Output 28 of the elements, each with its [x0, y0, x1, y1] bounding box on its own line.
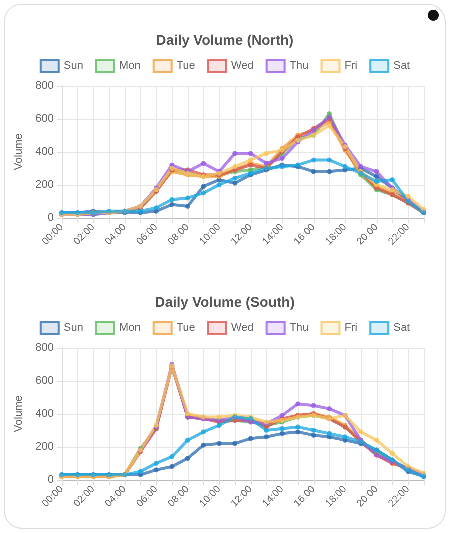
legend-label: Tue	[176, 322, 196, 334]
legend-label: Thu	[290, 322, 309, 334]
y-tick-label: 600	[36, 375, 54, 387]
chart-title: Daily Volume (South)	[155, 294, 295, 310]
legend-label: Wed	[231, 60, 254, 72]
y-tick-label: 400	[36, 146, 54, 158]
legend-label: Fri	[344, 322, 358, 334]
legend-label: Sun	[64, 322, 84, 334]
y-tick-label: 600	[36, 113, 54, 125]
y-tick-label: 200	[36, 179, 54, 191]
y-axis-title: Volume	[13, 134, 26, 170]
legend-label: Mon	[119, 322, 141, 334]
legend-label: Thu	[290, 60, 309, 72]
y-tick-label: 0	[48, 212, 54, 224]
y-tick-label: 400	[36, 408, 54, 420]
y-tick-label: 0	[48, 474, 54, 486]
y-tick-label: 800	[36, 80, 54, 92]
y-tick-label: 800	[36, 342, 54, 354]
legend-label: Mon	[119, 60, 141, 72]
legend-label: Wed	[231, 322, 254, 334]
y-axis-title: Volume	[13, 396, 26, 432]
legend-label: Tue	[176, 60, 196, 72]
y-tick-label: 200	[36, 441, 54, 453]
legend-label: Sun	[64, 60, 84, 72]
legend-label: Fri	[344, 60, 358, 72]
legend-label: Sat	[394, 322, 410, 334]
legend-label: Sat	[394, 60, 410, 72]
chart-title: Daily Volume (North)	[156, 32, 294, 48]
